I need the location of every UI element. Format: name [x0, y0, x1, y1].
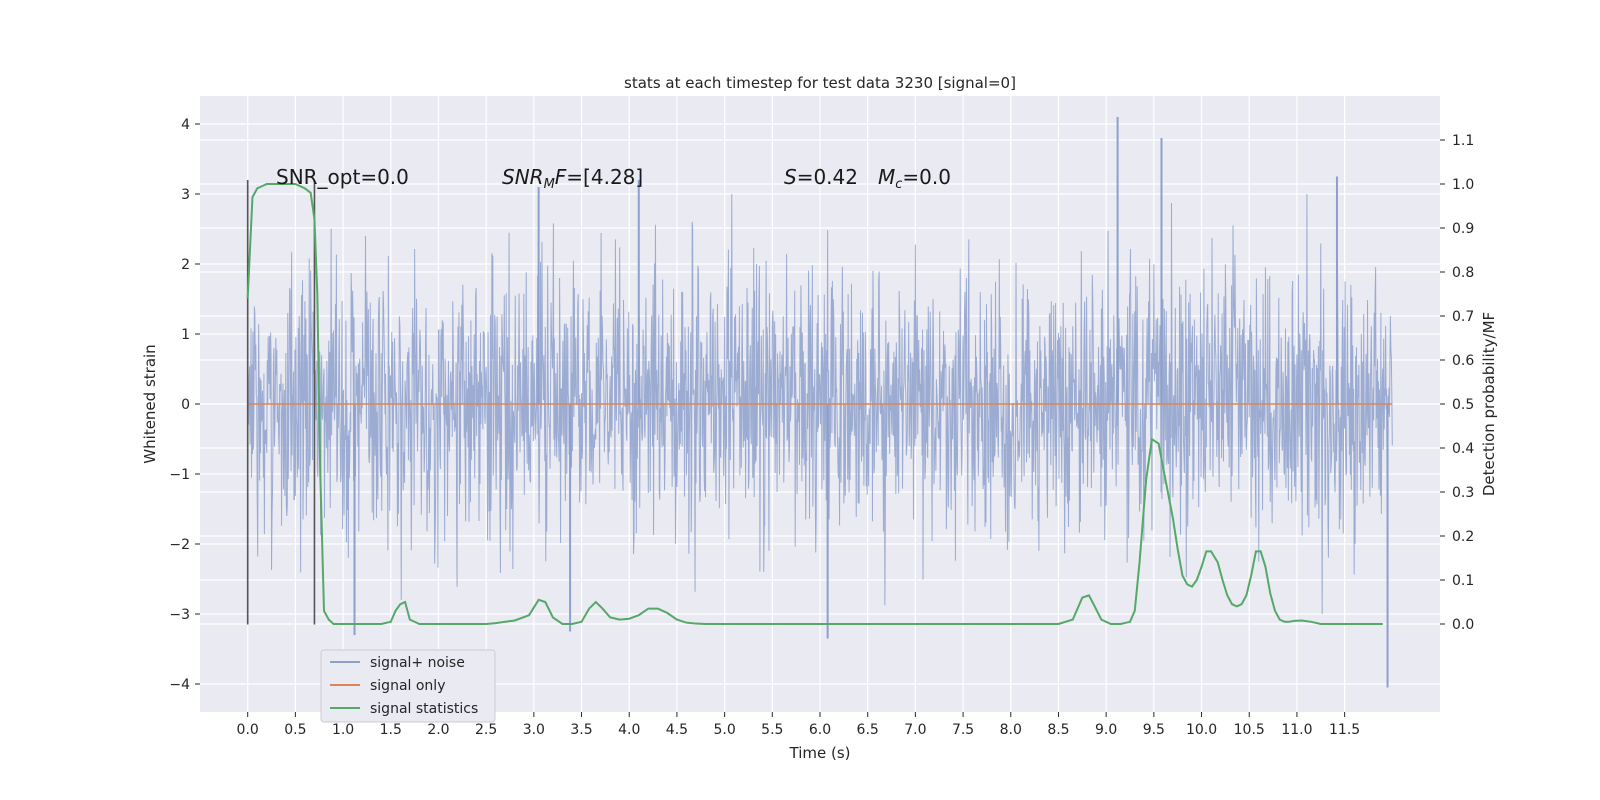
x-tick-label: 6.0	[809, 722, 831, 738]
x-tick-label: 0.0	[237, 722, 259, 738]
x-tick-label: 4.0	[618, 722, 640, 738]
y-right-tick-label: 1.1	[1452, 133, 1474, 149]
y-right-tick-label: 0.9	[1452, 221, 1474, 237]
x-tick-label: 5.0	[713, 722, 735, 738]
y-right-tick-label: 0.2	[1452, 529, 1474, 545]
x-tick-label: 1.5	[380, 722, 402, 738]
x-tick-label: 1.0	[332, 722, 354, 738]
x-tick-label: 3.5	[570, 722, 592, 738]
y-right-tick-label: 0.5	[1452, 397, 1474, 413]
x-tick-label: 2.0	[427, 722, 449, 738]
y-right-tick-label: 1.0	[1452, 177, 1474, 193]
legend-label-signal-noise: signal+ noise	[370, 655, 465, 671]
y-right-tick-label: 0.0	[1452, 617, 1474, 633]
x-axis-label: Time (s)	[789, 744, 851, 762]
legend-label-signal-statistics: signal statistics	[370, 701, 478, 717]
x-axis-ticks: 0.0 0.5 1.0 1.5 2.0 2.5 3.0 3.5 4.0 4.5 5.0 5.5 6.0 6…	[237, 712, 1360, 738]
series-signal-noise	[247, 193, 1393, 615]
x-tick-label: 6.5	[857, 722, 879, 738]
y-axis-ticks-left: 4 3 2 1 0 −1 −2 −3 −4	[169, 117, 200, 693]
y-tick-label: 4	[181, 117, 190, 133]
x-tick-label: 7.5	[952, 722, 974, 738]
x-tick-label: 11.0	[1281, 722, 1312, 738]
annotation-snr-opt: SNR_opt=0.0	[276, 165, 409, 189]
y-right-tick-label: 0.6	[1452, 353, 1474, 369]
annotation-mc: Mc=0.0	[878, 165, 951, 192]
y-right-tick-label: 0.7	[1452, 309, 1474, 325]
y-right-tick-label: 0.4	[1452, 441, 1474, 457]
x-tick-label: 11.5	[1329, 722, 1360, 738]
legend-box	[320, 649, 496, 723]
x-tick-label: 7.0	[904, 722, 926, 738]
y-tick-label: −4	[169, 677, 190, 693]
data-layer	[246, 117, 1393, 688]
annotation-snr-mf: SNRMF=[4.28]	[502, 165, 643, 192]
annotations: SNR_opt=0.0 SNRMF=[4.28] S=0.42 Mc=0.0	[276, 165, 951, 192]
y-right-tick-label: 0.8	[1452, 265, 1474, 281]
x-tick-label: 8.5	[1047, 722, 1069, 738]
y-axis-label-left: Whitened strain	[141, 344, 159, 463]
legend: signal+ noise signal only signal statist…	[320, 649, 496, 723]
y-tick-label: 1	[181, 327, 190, 343]
y-axis-ticks-right: 1.1 1.0 0.9 0.8 0.7 0.6 0.5 0.4 0.3 0.2 0.1 0.0	[1440, 133, 1474, 633]
y-tick-label: −2	[169, 537, 190, 553]
x-tick-label: 8.0	[1000, 722, 1022, 738]
chart-title: stats at each timestep for test data 323…	[624, 74, 1016, 92]
x-tick-label: 5.5	[761, 722, 783, 738]
x-tick-label: 0.5	[284, 722, 306, 738]
y-tick-label: 0	[181, 397, 190, 413]
y-right-tick-label: 0.3	[1452, 485, 1474, 501]
x-tick-label: 2.5	[475, 722, 497, 738]
x-tick-label: 3.0	[523, 722, 545, 738]
annotation-s: S=0.42	[784, 165, 858, 189]
y-tick-label: −1	[169, 467, 190, 483]
y-axis-label-right: Detection probability/MF	[1480, 312, 1498, 496]
y-tick-label: −3	[169, 607, 190, 623]
series-signal-statistics	[246, 183, 1383, 625]
y-tick-label: 3	[181, 187, 190, 203]
x-tick-label: 9.0	[1095, 722, 1117, 738]
x-tick-label: 10.5	[1234, 722, 1265, 738]
legend-label-signal-only: signal only	[370, 678, 445, 694]
x-tick-label: 9.5	[1143, 722, 1165, 738]
y-tick-label: 2	[181, 257, 190, 273]
x-tick-label: 10.0	[1186, 722, 1217, 738]
x-tick-label: 4.5	[666, 722, 688, 738]
y-right-tick-label: 0.1	[1452, 573, 1474, 589]
